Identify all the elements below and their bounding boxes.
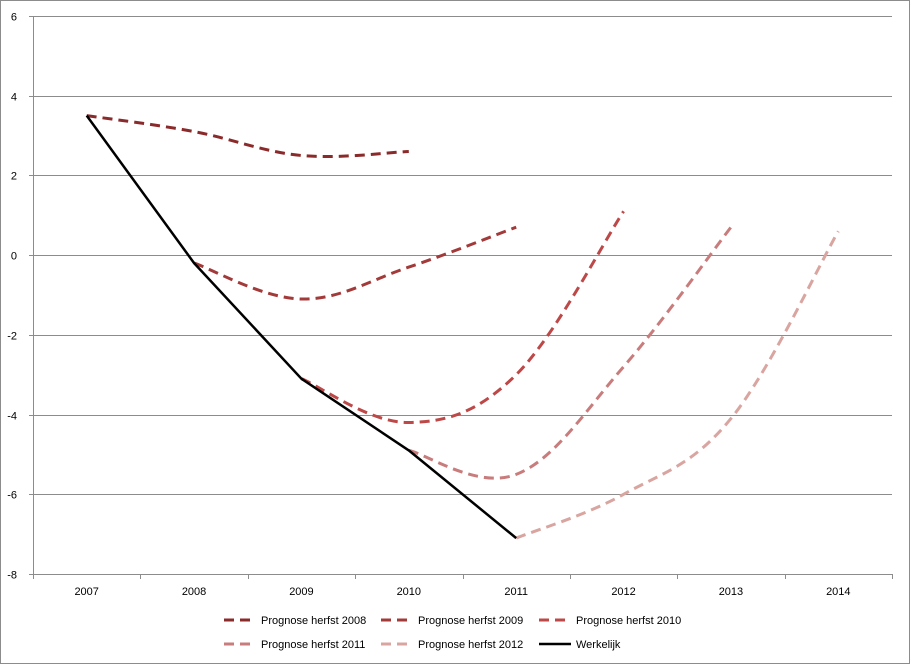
legend: Prognose herfst 2008 Prognose herfst 2009… <box>224 615 681 651</box>
x-tick-label: 2011 <box>504 586 528 598</box>
y-tick-label: -2 <box>7 331 17 343</box>
axes <box>29 16 893 579</box>
x-tick-label: 2007 <box>74 586 98 598</box>
series-line-1 <box>193 225 517 301</box>
x-tick-label: 2012 <box>611 586 635 598</box>
y-tick-label: -4 <box>7 411 17 423</box>
x-tick-label: 2013 <box>719 586 743 598</box>
y-tick-label: 4 <box>11 92 17 104</box>
gridlines <box>33 16 892 495</box>
x-tick-label: 2009 <box>289 586 313 598</box>
legend-label: Prognose herfst 2012 <box>418 639 523 651</box>
y-tick-label: 0 <box>11 251 17 263</box>
y-tick-label: -8 <box>7 570 17 582</box>
y-tick-label: -6 <box>7 490 17 502</box>
legend-label: Prognose herfst 2010 <box>576 615 681 627</box>
series-line-2 <box>300 210 625 425</box>
series-line-3 <box>408 226 733 480</box>
legend-label: Prognose herfst 2011 <box>261 639 365 651</box>
legend-label: Prognose herfst 2008 <box>261 615 366 627</box>
x-tick-label: 2010 <box>397 586 421 598</box>
series-line-4 <box>515 230 840 540</box>
y-tick-label: 6 <box>11 12 17 24</box>
legend-label: Prognose herfst 2009 <box>418 615 523 627</box>
tick-labels: 6 4 2 0 -2 -4 -6 -8 2007 2008 2009 2010 2011 2012 2013… <box>7 12 850 599</box>
series-line-0 <box>86 114 409 159</box>
series-lines <box>85 114 840 540</box>
series-line-5 <box>85 114 517 540</box>
y-tick-label: 2 <box>11 171 17 183</box>
x-tick-label: 2008 <box>182 586 206 598</box>
x-tick-label: 2014 <box>826 586 850 598</box>
legend-label: Werkelijk <box>576 639 621 651</box>
